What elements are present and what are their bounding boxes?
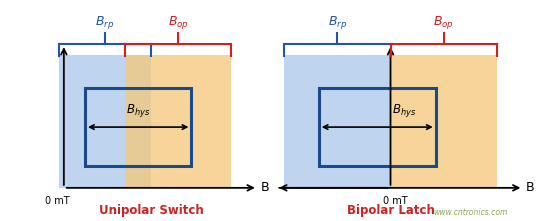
- Text: 0 mT: 0 mT: [46, 196, 70, 206]
- Text: $B_{hys}$: $B_{hys}$: [392, 102, 416, 119]
- Bar: [85, 88, 191, 166]
- Text: $B_{rp}$: $B_{rp}$: [95, 14, 115, 31]
- Text: 0 mT: 0 mT: [383, 196, 407, 206]
- Bar: [284, 55, 390, 188]
- Bar: [390, 55, 497, 188]
- Text: Bipolar Latch: Bipolar Latch: [346, 204, 435, 217]
- Bar: [319, 88, 436, 166]
- Bar: [59, 55, 152, 188]
- Text: $B_{rp}$: $B_{rp}$: [328, 14, 347, 31]
- Text: B: B: [526, 181, 534, 194]
- Text: $B_{op}$: $B_{op}$: [433, 14, 454, 31]
- Bar: [125, 55, 231, 188]
- Text: www.cntronics.com: www.cntronics.com: [433, 208, 507, 217]
- Text: B: B: [260, 181, 269, 194]
- Text: $B_{hys}$: $B_{hys}$: [126, 102, 150, 119]
- Text: Unipolar Switch: Unipolar Switch: [99, 204, 204, 217]
- Text: $B_{op}$: $B_{op}$: [167, 14, 189, 31]
